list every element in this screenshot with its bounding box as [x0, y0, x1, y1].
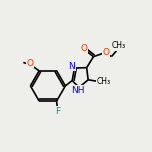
Text: CH₃: CH₃: [112, 41, 126, 50]
Text: O: O: [26, 59, 33, 68]
Text: CH₃: CH₃: [96, 77, 110, 86]
Text: O: O: [102, 48, 109, 57]
Text: F: F: [55, 107, 60, 116]
Text: NH: NH: [72, 86, 85, 95]
Text: N: N: [68, 62, 75, 71]
Text: O: O: [80, 44, 87, 53]
